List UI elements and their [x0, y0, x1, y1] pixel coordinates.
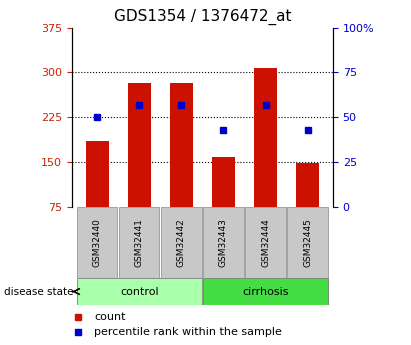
- Bar: [287, 207, 328, 278]
- Bar: [245, 207, 286, 278]
- Text: GSM32440: GSM32440: [93, 218, 102, 267]
- Bar: [254, 68, 277, 207]
- Bar: [77, 278, 201, 305]
- Bar: [85, 141, 109, 207]
- Bar: [212, 157, 235, 207]
- Text: GSM32445: GSM32445: [303, 218, 312, 267]
- Text: percentile rank within the sample: percentile rank within the sample: [94, 327, 282, 337]
- Bar: [203, 207, 244, 278]
- Text: control: control: [120, 287, 159, 296]
- Text: GSM32442: GSM32442: [177, 218, 186, 267]
- Text: count: count: [94, 312, 126, 322]
- Bar: [77, 207, 118, 278]
- Bar: [119, 207, 159, 278]
- Text: cirrhosis: cirrhosis: [242, 287, 289, 296]
- Bar: [170, 82, 193, 207]
- Bar: [296, 163, 319, 207]
- Text: GSM32444: GSM32444: [261, 218, 270, 267]
- Text: GSM32443: GSM32443: [219, 218, 228, 267]
- Title: GDS1354 / 1376472_at: GDS1354 / 1376472_at: [114, 9, 291, 25]
- Bar: [128, 82, 151, 207]
- Text: GSM32441: GSM32441: [135, 218, 144, 267]
- Text: disease state: disease state: [4, 287, 74, 296]
- Bar: [161, 207, 201, 278]
- Bar: [203, 278, 328, 305]
